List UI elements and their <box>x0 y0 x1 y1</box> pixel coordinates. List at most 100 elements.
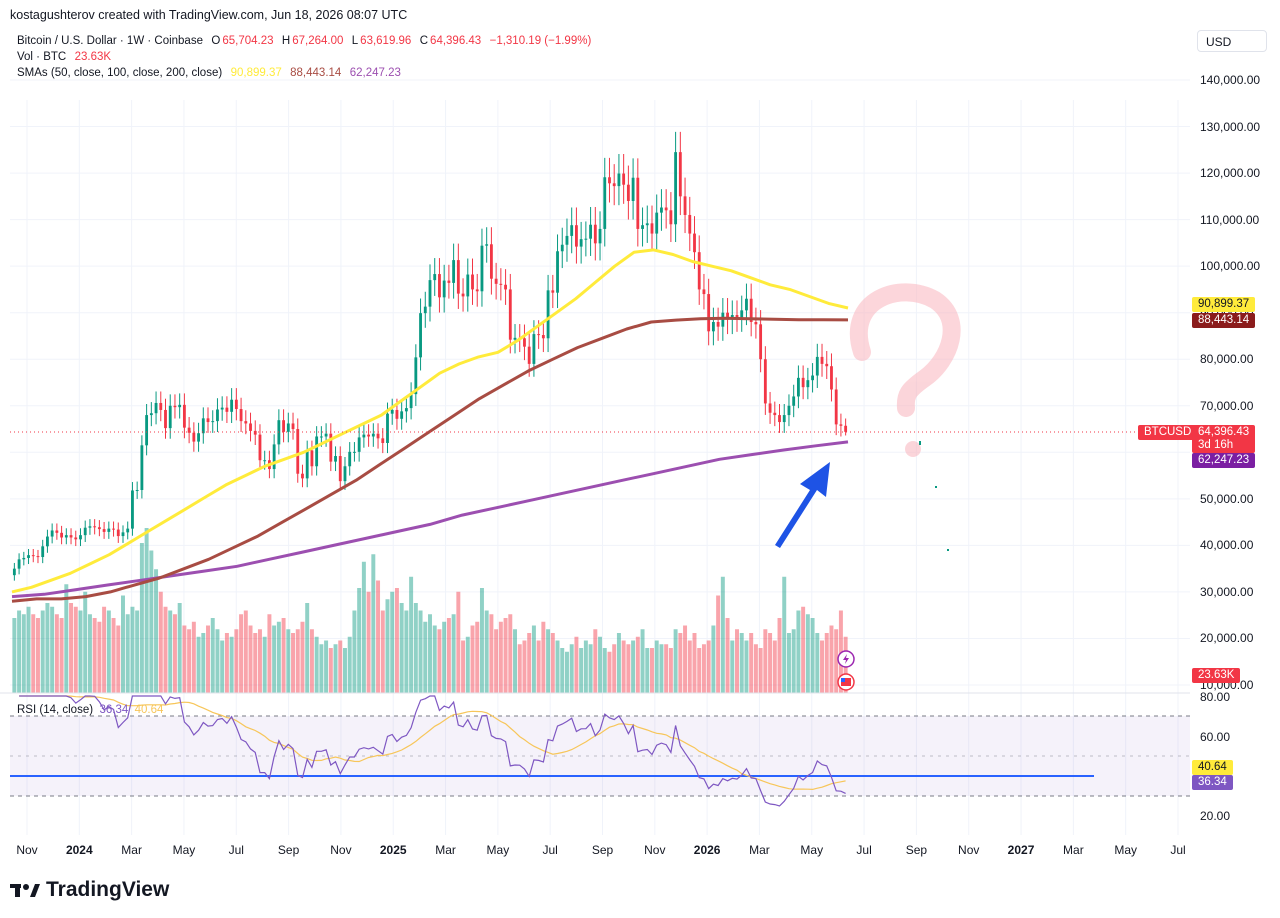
volume-bar <box>276 621 281 693</box>
currency-selector[interactable]: USD <box>1197 30 1267 52</box>
volume-bar <box>805 614 810 693</box>
volume-bar <box>267 614 272 693</box>
volume-bar <box>409 576 414 693</box>
candle <box>499 283 503 285</box>
candle <box>489 244 493 279</box>
volume-bar <box>257 629 262 693</box>
volume-bar <box>281 618 286 693</box>
candle <box>735 315 739 318</box>
time-axis-label: Nov <box>16 843 38 857</box>
candle <box>154 402 158 414</box>
volume-bar <box>69 603 74 693</box>
volume-bar <box>432 625 437 693</box>
last-price-tag: 64,396.43 3d 16h <box>1192 425 1256 453</box>
volume-bar <box>772 640 777 693</box>
symbol-title[interactable]: Bitcoin / U.S. Dollar · 1W · Coinbase <box>17 35 203 47</box>
volume-bar <box>206 625 210 693</box>
candle <box>362 434 366 438</box>
countdown: 3d 16h <box>1198 439 1234 451</box>
volume-bar <box>324 640 329 693</box>
volume-bar <box>26 606 31 693</box>
candle <box>371 433 375 437</box>
price-axis-label: 70,000.00 <box>1200 398 1254 413</box>
time-axis-label: Nov <box>330 843 352 857</box>
sma50-value: 90,899.37 <box>230 67 282 79</box>
volume-bar <box>749 633 754 693</box>
volume-bar <box>234 629 239 693</box>
candle <box>414 357 418 395</box>
candle <box>801 377 805 388</box>
candle <box>192 432 196 442</box>
price-axis-label: 100,000.00 <box>1200 259 1261 274</box>
volume-bar <box>838 610 843 693</box>
volume-bar <box>536 640 541 693</box>
price-axis-label: 20,000.00 <box>1200 631 1254 646</box>
candle <box>282 420 285 432</box>
candle <box>74 537 78 540</box>
candle <box>400 411 404 419</box>
volume-bar <box>144 528 149 693</box>
volume-bar <box>735 629 739 693</box>
volume-bar <box>659 644 664 693</box>
candle <box>433 274 437 281</box>
volume-bar <box>701 644 706 693</box>
time-axis-label: 2027 <box>1007 843 1035 857</box>
volume-bar <box>149 550 154 693</box>
volume-bar <box>758 648 763 693</box>
volume-bar <box>753 644 758 693</box>
volume-bar <box>744 640 749 693</box>
candle <box>296 429 300 474</box>
volume-bar <box>569 644 574 693</box>
volume-bar <box>385 599 390 693</box>
volume-bar <box>158 591 163 693</box>
candle <box>763 359 767 404</box>
volume-bar <box>215 629 220 693</box>
volume-bar <box>135 610 140 693</box>
volume-legend: Vol · BTC 23.63K <box>17 51 112 63</box>
volume-bar <box>782 576 787 693</box>
stray-mark <box>947 549 949 551</box>
candle <box>570 225 574 236</box>
candle <box>168 405 172 429</box>
candle <box>97 527 101 530</box>
volume-bar <box>347 636 352 693</box>
volume-bar <box>243 610 248 693</box>
candle <box>220 407 224 410</box>
volume-bar <box>418 610 423 693</box>
volume-bar <box>574 636 579 693</box>
candle <box>367 434 371 437</box>
candle <box>456 260 460 294</box>
volume-bar <box>673 629 678 693</box>
volume-bar <box>678 633 683 693</box>
price-axis-label: 140,000.00 <box>1200 73 1261 87</box>
tradingview-logo[interactable]: TradingView <box>10 878 169 902</box>
candle <box>674 152 678 225</box>
candle <box>423 306 427 314</box>
candle <box>116 529 120 537</box>
candle <box>655 212 659 234</box>
sma200-line <box>11 440 849 599</box>
candle <box>263 460 267 462</box>
candle <box>27 555 30 558</box>
candle <box>485 244 489 246</box>
candle <box>745 298 748 311</box>
price-axis-label: 130,000.00 <box>1200 119 1261 134</box>
volume-bar <box>475 621 480 693</box>
candle <box>726 312 729 320</box>
change-value: −1,310.19 (−1.99%) <box>489 35 592 47</box>
stray-mark <box>935 486 937 488</box>
volume-bar <box>21 614 26 693</box>
volume-bar <box>531 625 536 693</box>
rsi-axis-80: 80.00 <box>1200 690 1231 704</box>
volume-bar <box>399 603 404 693</box>
candle <box>17 559 21 569</box>
volume-bar <box>668 648 673 693</box>
candle <box>272 444 276 470</box>
candle <box>428 280 432 307</box>
candle <box>575 225 578 247</box>
candle <box>386 413 389 443</box>
candle <box>622 173 626 185</box>
volume-bar <box>376 580 381 693</box>
sma200-value: 62,247.23 <box>349 67 401 79</box>
